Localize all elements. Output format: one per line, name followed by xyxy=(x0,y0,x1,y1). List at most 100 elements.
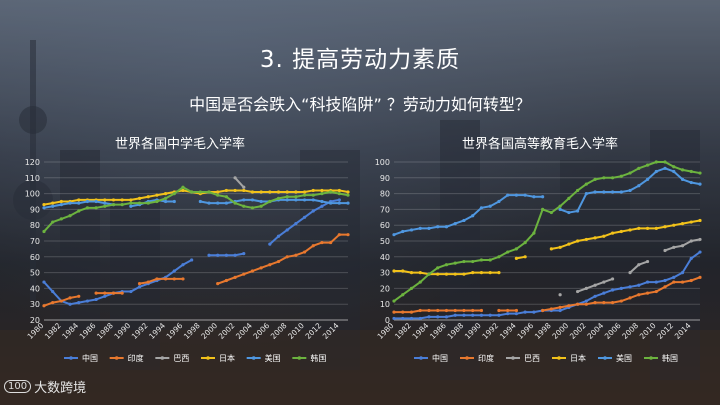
legend-label: 中国 xyxy=(82,353,98,363)
data-point xyxy=(593,301,597,305)
data-point xyxy=(576,209,580,213)
data-point xyxy=(471,214,475,218)
data-point xyxy=(471,271,475,275)
y-tick-label: 20 xyxy=(380,284,390,293)
data-point xyxy=(94,199,98,204)
data-point xyxy=(120,198,124,202)
data-point xyxy=(233,188,237,193)
data-point xyxy=(672,165,676,169)
data-point xyxy=(120,203,124,207)
data-point xyxy=(418,226,422,230)
data-point xyxy=(392,310,396,314)
data-point xyxy=(146,195,150,199)
legend-marker xyxy=(251,356,256,360)
data-point xyxy=(576,188,580,193)
data-point xyxy=(558,308,562,313)
x-tick-label: 1992 xyxy=(480,321,500,341)
data-point xyxy=(85,299,90,303)
data-point xyxy=(285,195,289,199)
data-point xyxy=(59,203,63,207)
data-point xyxy=(610,301,615,305)
data-point xyxy=(418,316,422,321)
data-point xyxy=(59,199,63,204)
x-tick-label: 1994 xyxy=(147,321,167,341)
x-tick-label: 2014 xyxy=(321,321,341,341)
data-point xyxy=(549,307,553,311)
chart-title: 世界各国高等教育毛入学率 xyxy=(461,137,618,152)
series-line xyxy=(393,194,543,236)
legend-marker xyxy=(603,356,607,360)
data-point xyxy=(94,291,98,295)
y-tick-label: 40 xyxy=(30,284,40,293)
data-point xyxy=(471,308,475,313)
y-tick-label: 0 xyxy=(385,316,390,325)
data-point xyxy=(567,304,571,308)
data-point xyxy=(77,301,81,305)
data-point xyxy=(181,188,185,193)
y-tick-label: 50 xyxy=(30,269,40,278)
data-point xyxy=(628,296,632,300)
data-point xyxy=(233,201,237,205)
data-point xyxy=(593,190,597,194)
legend-marker xyxy=(557,356,561,360)
data-point xyxy=(181,263,185,267)
data-point xyxy=(172,199,176,204)
data-point xyxy=(689,278,693,283)
data-point xyxy=(453,222,457,226)
data-point xyxy=(294,198,298,202)
y-tick-label: 110 xyxy=(25,174,40,183)
data-point xyxy=(77,209,81,213)
data-point xyxy=(637,283,641,287)
data-point xyxy=(337,198,341,202)
data-point xyxy=(610,277,615,281)
data-point xyxy=(302,250,307,254)
legend-marker xyxy=(114,356,119,360)
data-point xyxy=(401,310,405,314)
data-point xyxy=(514,247,518,251)
data-point xyxy=(164,192,168,196)
data-point xyxy=(645,177,650,181)
data-point xyxy=(523,310,527,314)
data-point xyxy=(233,176,237,180)
data-point xyxy=(497,271,501,275)
data-point xyxy=(427,315,431,319)
data-point xyxy=(302,190,307,194)
data-point xyxy=(427,226,431,230)
data-point xyxy=(549,247,553,251)
data-point xyxy=(216,282,220,286)
data-point xyxy=(444,308,449,313)
data-point xyxy=(224,253,228,257)
data-point xyxy=(506,193,510,197)
secondary-enrollment-chart: 世界各国中学毛入学率 20 30 40 50 60 70 80 90 100 110 120 1980… xyxy=(0,130,360,375)
data-point xyxy=(294,253,298,257)
data-point xyxy=(532,231,536,235)
data-point xyxy=(462,259,466,264)
legend-label: 中国 xyxy=(432,353,448,363)
data-point xyxy=(224,188,228,193)
data-point xyxy=(85,206,90,210)
data-point xyxy=(497,255,501,259)
data-point xyxy=(654,280,658,284)
data-point xyxy=(42,229,46,234)
data-point xyxy=(285,228,289,232)
x-tick-label: 2008 xyxy=(269,321,289,341)
data-point xyxy=(471,259,475,264)
data-point xyxy=(392,269,396,273)
data-point xyxy=(663,166,667,170)
chart-title: 世界各国中学毛入学率 xyxy=(114,137,245,152)
data-point xyxy=(514,312,518,316)
data-point xyxy=(155,277,159,281)
legend-label: 美国 xyxy=(616,353,632,363)
data-point xyxy=(137,196,142,200)
data-point xyxy=(68,296,72,300)
data-point xyxy=(320,192,324,196)
data-point xyxy=(444,272,449,276)
data-point xyxy=(479,258,484,262)
data-point xyxy=(137,201,142,205)
data-point xyxy=(111,198,116,202)
series-line xyxy=(234,177,245,188)
data-point xyxy=(497,308,501,313)
legend-marker xyxy=(649,356,653,360)
data-point xyxy=(259,199,263,204)
data-point xyxy=(628,271,632,275)
